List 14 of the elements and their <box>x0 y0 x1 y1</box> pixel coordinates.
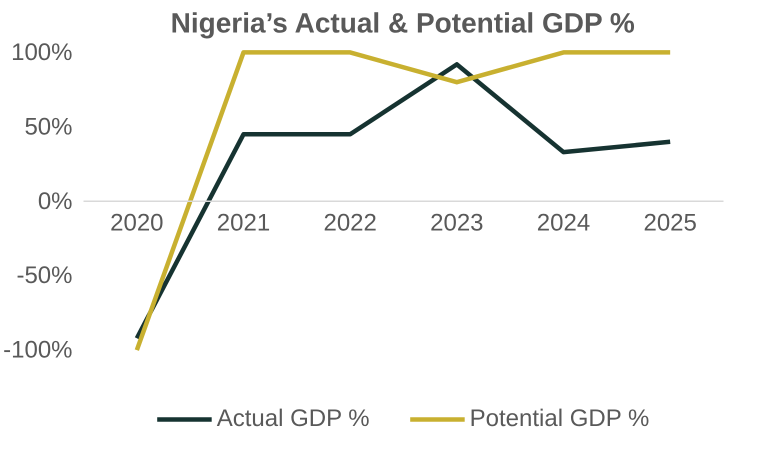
legend-label: Potential GDP % <box>470 405 650 433</box>
legend-label: Actual GDP % <box>216 405 370 433</box>
y-tick-label: -50% <box>16 262 73 290</box>
y-tick-label: -100% <box>3 336 72 364</box>
y-tick-label: 100% <box>11 38 73 66</box>
y-tick-label: 50% <box>24 113 73 140</box>
x-tick-label: 2023 <box>430 209 484 236</box>
x-tick-label: 2020 <box>110 209 164 236</box>
x-tick-label: 2022 <box>323 209 377 236</box>
chart-title: Nigeria’s Actual & Potential GDP % <box>170 8 635 38</box>
y-tick-label: 0% <box>38 188 72 215</box>
x-tick-label: 2024 <box>536 209 590 236</box>
x-tick-label: 2021 <box>216 209 270 236</box>
x-tick-label: 2025 <box>643 209 697 236</box>
